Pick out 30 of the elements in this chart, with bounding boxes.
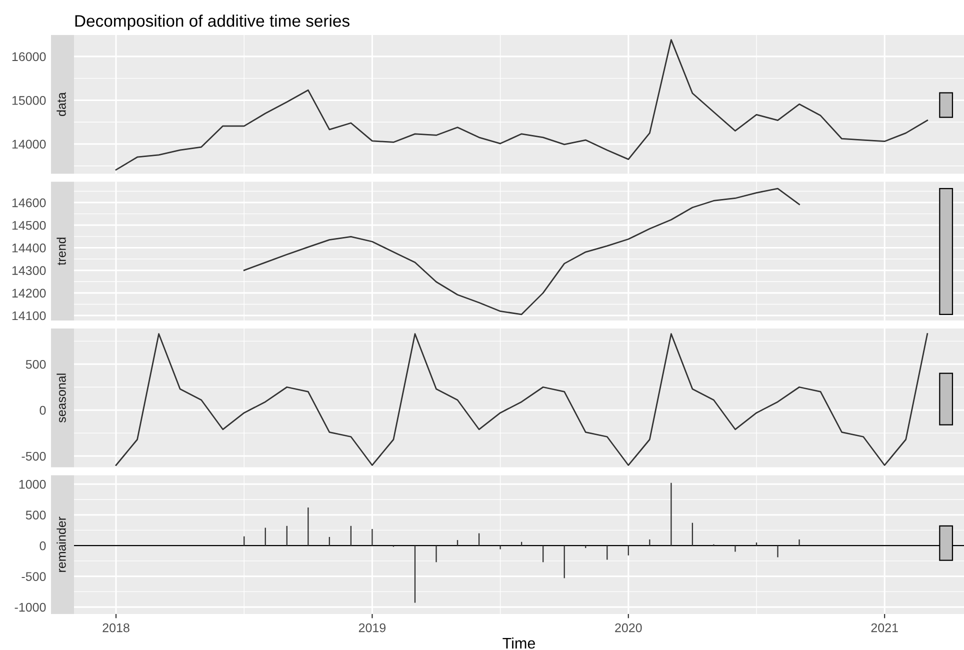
y-tick-label: 0 bbox=[40, 406, 46, 415]
y-tick-label: 16000 bbox=[12, 52, 46, 62]
line-series bbox=[115, 39, 928, 171]
y-tick-label: 14400 bbox=[12, 244, 46, 252]
line-series bbox=[115, 333, 928, 466]
y-tick-label: 15000 bbox=[12, 96, 46, 105]
y-tick-label: 500 bbox=[26, 360, 46, 369]
y-tick-label: 14200 bbox=[12, 288, 46, 298]
y-tick-label: 0 bbox=[40, 541, 46, 550]
chart-title: Decomposition of additive time series bbox=[75, 14, 350, 30]
y-tick-label: 14500 bbox=[12, 220, 46, 230]
y-tick-label: -1000 bbox=[14, 602, 46, 612]
y-tick-label: 14100 bbox=[12, 311, 46, 320]
x-tick-label: 2019 bbox=[358, 623, 386, 632]
y-tick-label: 14000 bbox=[12, 140, 46, 149]
y-tick-label: 1000 bbox=[19, 480, 46, 489]
y-axis-title: data bbox=[56, 92, 66, 116]
y-tick-label: 14600 bbox=[12, 198, 46, 208]
y-tick-label: -500 bbox=[22, 572, 46, 581]
x-tick-label: 2021 bbox=[871, 623, 898, 632]
y-axis-title: seasonal bbox=[56, 374, 66, 423]
line-series bbox=[243, 188, 800, 316]
y-tick-label: 500 bbox=[26, 510, 46, 520]
y-tick-label: 14300 bbox=[12, 266, 46, 275]
y-tick-label: -500 bbox=[22, 452, 46, 461]
x-axis-title: Time bbox=[502, 637, 536, 649]
x-tick-label: 2020 bbox=[615, 623, 642, 632]
y-axis-title: remainder bbox=[56, 516, 66, 572]
x-tick-label: 2018 bbox=[102, 623, 130, 632]
y-axis-title: trend bbox=[56, 238, 66, 266]
